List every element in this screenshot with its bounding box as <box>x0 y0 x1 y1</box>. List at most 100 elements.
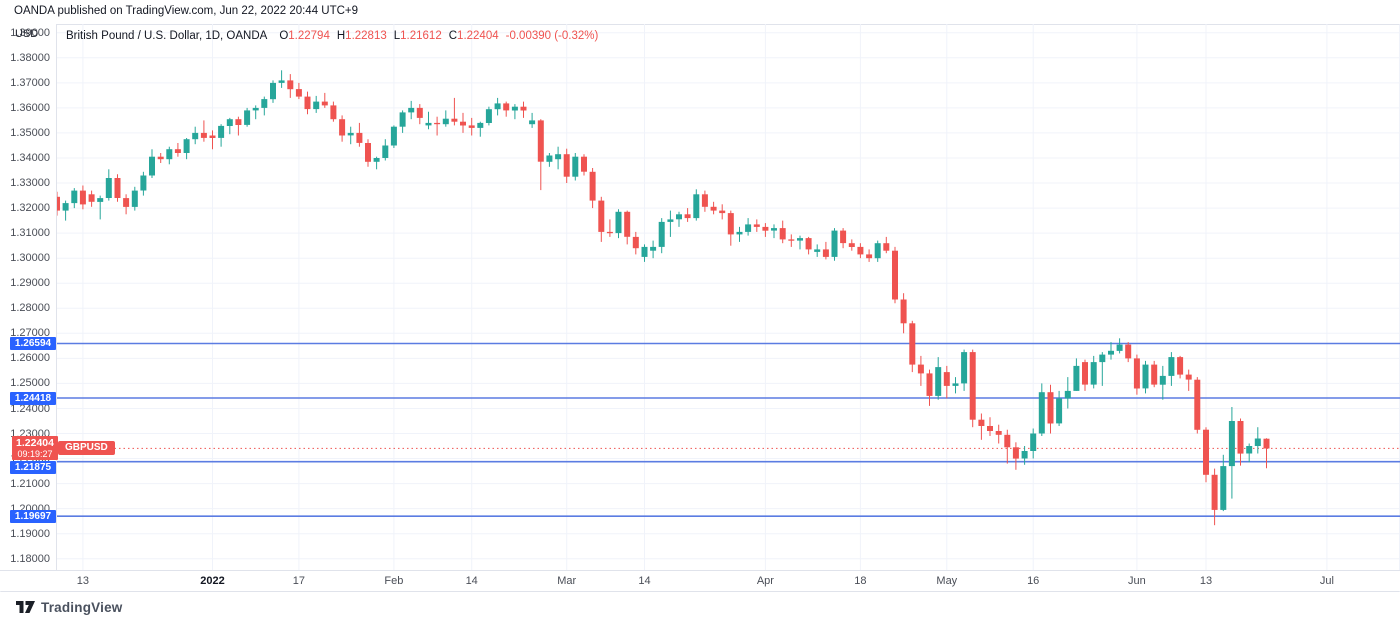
candle-body <box>909 323 916 365</box>
candle-body <box>494 103 501 110</box>
candle-body <box>563 154 570 177</box>
candle-body <box>848 243 855 247</box>
candle-body <box>1004 434 1011 448</box>
candle-body <box>693 194 700 219</box>
candle-body <box>157 156 164 160</box>
price-tick-label: 1.37000 <box>10 76 50 89</box>
candle-body <box>624 211 631 237</box>
candle-body <box>287 80 294 90</box>
candle-body <box>1263 438 1270 449</box>
candle-body <box>537 120 544 162</box>
price-axis[interactable]: USD 1.39000 1.38000 1.37000 1.36000 1.35000 1… <box>0 24 58 570</box>
candle-body <box>451 118 458 122</box>
candle-body <box>1151 364 1158 385</box>
candle-body <box>719 210 726 214</box>
candle-body <box>1012 447 1019 459</box>
current-price-label: 1.22404 09:19:27 <box>12 436 58 461</box>
candle-body <box>710 206 717 211</box>
candle-body <box>105 178 112 198</box>
candle-body <box>183 139 190 153</box>
candle-body <box>632 236 639 249</box>
candle-body <box>149 156 155 176</box>
ohlc-high: H1.22813 <box>336 30 387 42</box>
candle-body <box>503 103 510 111</box>
candle-body <box>477 122 484 128</box>
candle-body <box>1108 350 1114 355</box>
candle-body <box>1090 362 1097 385</box>
candle-body <box>1194 379 1201 430</box>
candle-body <box>123 198 130 207</box>
candle-body <box>840 230 847 244</box>
candle-body <box>468 125 475 128</box>
ohlc-close: C1.22404 <box>448 30 499 42</box>
candle-body <box>598 200 605 232</box>
candle-body <box>1082 362 1088 385</box>
symbol-legend[interactable]: British Pound / U.S. Dollar, 1D, OANDA O1… <box>66 30 598 42</box>
candle-body <box>952 383 959 386</box>
candle-body <box>1021 451 1028 459</box>
time-tick-label: May <box>936 575 958 587</box>
candle-body <box>356 132 363 143</box>
candle-body <box>192 132 199 140</box>
candle-body <box>235 119 242 125</box>
publish-line: OANDA published on TradingView.com, Jun … <box>14 5 359 17</box>
candle-body <box>995 431 1002 435</box>
candle-body <box>382 145 389 158</box>
candle-body <box>961 352 968 384</box>
time-tick-label: 13 <box>1199 575 1213 587</box>
candle-body <box>1125 344 1132 359</box>
candle-body <box>1159 375 1166 385</box>
candle-body <box>114 178 121 198</box>
candle-body <box>658 221 665 247</box>
candle-body <box>753 224 760 227</box>
candle-body <box>572 156 579 177</box>
candle-body <box>589 171 596 201</box>
candle-body <box>390 126 397 146</box>
candle-body <box>788 239 795 241</box>
candle-body <box>866 254 873 259</box>
candle-body <box>1168 357 1175 376</box>
candle-body <box>1177 357 1184 375</box>
candle-body <box>460 121 466 126</box>
time-tick-label: 17 <box>292 575 306 587</box>
candle-body <box>615 211 622 234</box>
tradingview-logo-text: TradingView <box>41 599 123 615</box>
candle-body <box>917 364 924 374</box>
candle-body <box>650 246 657 251</box>
price-tick-label: 1.27000 <box>10 327 50 340</box>
candle-body <box>88 194 95 202</box>
price-tick-label: 1.34000 <box>10 152 50 164</box>
price-tick-label: 1.30000 <box>10 252 50 265</box>
price-tick-label: 1.24000 <box>10 402 50 415</box>
candle-body <box>209 135 216 138</box>
candle-body <box>1237 421 1244 454</box>
time-axis[interactable]: 13 2022 17 Feb 14 Mar 14 Apr 18 May 16 Jun 13 Jul <box>0 570 1400 591</box>
candle-body <box>814 249 821 252</box>
candle-body <box>684 214 691 219</box>
candle-body <box>97 198 104 202</box>
candle-body <box>736 231 743 235</box>
price-line-label: 1.19697 <box>10 509 56 523</box>
candle-body <box>900 299 907 324</box>
time-tick-label: Mar <box>557 575 577 587</box>
price-tick-label: 1.21000 <box>10 477 50 490</box>
time-tick-label: Jul <box>1319 575 1334 587</box>
candle-body <box>416 107 423 118</box>
candle-body <box>779 228 786 240</box>
candle-body <box>641 246 648 257</box>
price-tick-label: 1.29000 <box>10 277 50 290</box>
candle-body <box>1228 421 1235 467</box>
price-tick-label: 1.28000 <box>10 302 50 315</box>
price-tick-label: 1.36000 <box>10 101 50 114</box>
candle-body <box>943 372 950 386</box>
candle-body <box>330 105 337 120</box>
candle-body <box>295 89 302 97</box>
candle-body <box>79 190 86 205</box>
candle-body <box>805 238 812 250</box>
candle-body <box>174 149 181 153</box>
candle-body <box>321 101 328 106</box>
candle-body <box>166 149 173 160</box>
candle-body <box>313 101 320 110</box>
tradingview-logo[interactable]: TradingView <box>16 599 122 615</box>
